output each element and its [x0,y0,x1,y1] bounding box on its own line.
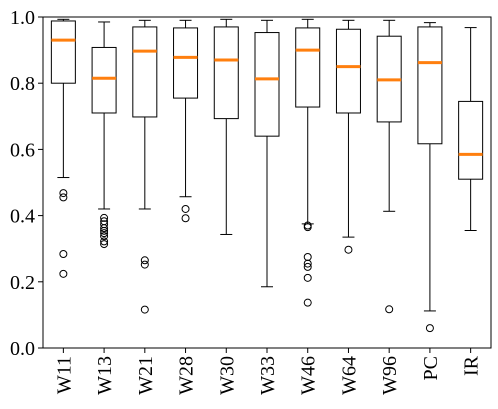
outlier-point [59,193,68,202]
box-ir [458,27,484,231]
outlier-point [59,189,68,198]
outlier-point [303,262,312,271]
outlier-point [303,259,312,268]
outlier-point [181,204,190,213]
y-tick-label: 1.0 [10,7,35,29]
outlier-point [100,224,109,233]
iqr-box [173,27,199,99]
box-w33 [254,19,280,288]
x-tick-label: W21 [135,356,157,395]
iqr-box [295,27,321,108]
x-tick-label: IR [461,355,483,376]
outlier-point [181,214,190,223]
outlier-point [303,273,312,282]
y-tick-label: 0.0 [10,338,35,360]
box-pc [417,22,443,333]
x-tick-label: W28 [176,356,198,395]
iqr-box [254,32,280,137]
outlier-point [140,260,149,269]
x-tick-label: W13 [94,356,116,395]
outlier-point [59,269,68,278]
x-tick-label: W64 [338,356,360,395]
iqr-box [335,28,361,114]
outlier-point [100,213,109,222]
outlier-point [100,237,109,246]
box-w64 [335,19,361,254]
outlier-point [303,298,312,307]
iqr-box [213,26,239,120]
iqr-box [132,26,158,118]
iqr-box [91,46,117,114]
outlier-point [425,324,434,333]
y-tick-label: 0.4 [10,206,35,228]
x-axis: W11 W13 W21 W28 W30 W33 W46 W64 W96 PC IR [53,348,483,395]
outlier-point [140,256,149,265]
outlier-point [100,232,109,241]
y-tick-label: 0.8 [10,73,35,95]
box-w30 [213,18,239,235]
y-tick-label: 0.2 [10,272,35,294]
iqr-box [50,20,76,84]
outlier-point [385,305,394,314]
x-tick-label: W30 [216,356,238,395]
box-w11 [50,18,76,278]
box-w96 [376,19,402,314]
x-tick-label: W11 [53,356,75,394]
y-axis: 0.0 0.2 0.4 0.6 0.8 1.0 [10,7,43,360]
box-w13 [91,21,117,249]
box-w28 [173,19,199,223]
outlier-point [140,305,149,314]
outlier-point [100,226,109,235]
outlier-point [303,223,312,232]
x-tick-label: W96 [379,356,401,395]
iqr-box [417,26,443,145]
outlier-point [100,229,109,238]
x-tick-label: W33 [257,356,279,395]
y-tick-label: 0.6 [10,139,35,161]
outlier-point [344,245,353,254]
x-tick-label: W46 [298,356,320,395]
box-series [50,18,484,333]
box-w21 [132,19,158,314]
outlier-point [100,240,109,249]
box-w46 [295,18,321,307]
outlier-point [59,249,68,258]
iqr-box [458,100,484,180]
x-tick-label: PC [420,356,442,380]
